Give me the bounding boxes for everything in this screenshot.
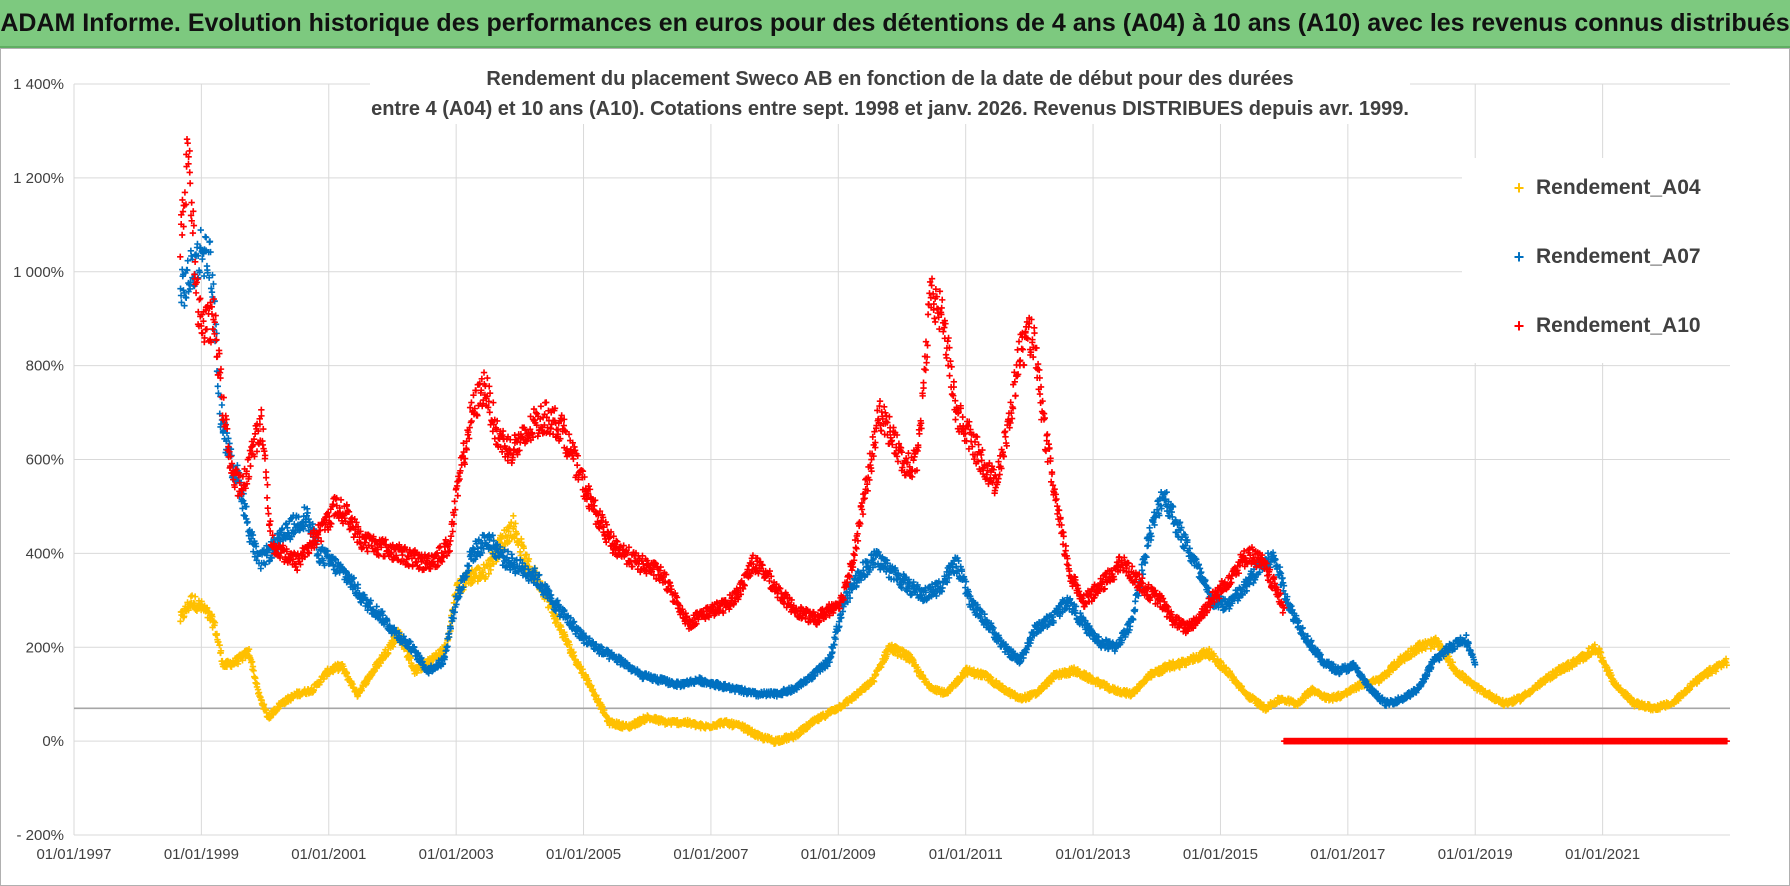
data-point-rendement_a07	[214, 383, 221, 390]
x-tick-label: 01/01/2019	[1438, 846, 1513, 863]
y-tick-label: 1 000%	[13, 264, 64, 281]
data-point-rendement_a04	[487, 566, 494, 574]
data-point-rendement_a04	[177, 618, 184, 625]
y-tick-label: 200%	[26, 639, 64, 656]
x-tick-label: 01/01/1997	[36, 846, 111, 863]
data-point-rendement_a04	[637, 720, 644, 727]
x-tick-label: 01/01/2009	[801, 846, 876, 863]
data-point-rendement_a04	[310, 687, 318, 694]
data-point-rendement_a04	[358, 687, 365, 694]
x-tick-label: 01/01/2015	[1183, 846, 1258, 863]
data-point-rendement_a04	[454, 579, 461, 587]
series-layer	[177, 135, 1731, 747]
data-point-rendement_a04	[384, 649, 392, 657]
x-tick-label: 01/01/2013	[1056, 846, 1131, 863]
data-point-rendement_a04	[213, 630, 221, 638]
data-point-rendement_a04	[406, 654, 414, 661]
y-tick-label: 0%	[42, 733, 64, 750]
data-point-rendement_a04	[600, 706, 608, 714]
data-point-rendement_a04	[523, 551, 530, 558]
data-point-rendement_a04	[343, 670, 351, 677]
data-point-rendement_a04	[188, 592, 196, 599]
data-point-rendement_a07	[241, 512, 249, 520]
axis-layer: 1 400% 1 200% 1 000% 800% 600% 400% 200% 0% - 20…	[13, 76, 1730, 863]
data-point-rendement_a07	[218, 401, 226, 409]
data-point-rendement_a04	[1148, 674, 1155, 681]
data-point-rendement_a07	[199, 255, 206, 263]
data-point-rendement_a04	[589, 686, 597, 693]
series-rendement_a04	[177, 512, 1730, 747]
x-tick-label: 01/01/2005	[546, 846, 621, 863]
data-point-rendement_a04	[485, 570, 492, 577]
data-point-rendement_a04	[525, 555, 533, 563]
data-point-rendement_a04	[217, 647, 225, 655]
data-point-rendement_a04	[510, 523, 518, 531]
y-tick-label: - 200%	[16, 827, 64, 844]
x-tick-label: 01/01/2011	[929, 846, 1003, 863]
data-point-rendement_a04	[253, 680, 261, 688]
data-point-rendement_a04	[482, 573, 489, 581]
data-point-rendement_a07	[197, 226, 204, 234]
data-point-rendement_a04	[371, 667, 379, 675]
data-point-rendement_a04	[554, 616, 561, 623]
data-point-rendement_a04	[211, 619, 219, 626]
data-point-rendement_a04	[593, 692, 600, 699]
data-point-rendement_a04	[191, 593, 199, 600]
data-point-rendement_a04	[870, 678, 878, 685]
series-rendement_a07	[177, 226, 1479, 709]
data-point-rendement_a04	[203, 604, 211, 612]
data-point-rendement_a04	[389, 643, 397, 650]
x-tick-label: 01/01/2001	[291, 846, 366, 863]
data-point-rendement_a04	[209, 613, 216, 620]
y-tick-label: 400%	[26, 545, 64, 562]
data-point-rendement_a04	[999, 682, 1006, 690]
data-point-rendement_a04	[250, 667, 257, 674]
data-point-rendement_a04	[513, 530, 520, 537]
data-point-rendement_a04	[198, 598, 205, 605]
data-point-rendement_a04	[595, 695, 602, 703]
data-point-rendement_a04	[511, 535, 518, 542]
data-point-rendement_a04	[585, 677, 592, 685]
data-point-rendement_a07	[206, 238, 214, 245]
x-tick-label: 01/01/2007	[673, 846, 748, 863]
data-point-rendement_a04	[520, 544, 527, 552]
data-point-rendement_a04	[479, 569, 487, 576]
y-tick-label: 1 200%	[13, 170, 64, 187]
x-tick-label: 01/01/2003	[419, 846, 494, 863]
banner-title: ADAM Informe. Evolution historique des p…	[0, 8, 1790, 37]
data-point-rendement_a04	[215, 638, 222, 646]
data-point-rendement_a04	[512, 520, 519, 527]
data-point-rendement_a04	[508, 519, 515, 526]
data-point-rendement_a04	[248, 658, 256, 666]
data-point-rendement_a04	[474, 564, 482, 571]
data-point-rendement_a04	[216, 641, 223, 649]
data-point-rendement_a07	[1132, 598, 1139, 605]
data-point-rendement_a04	[245, 645, 253, 653]
report-banner: ADAM Informe. Evolution historique des p…	[0, 0, 1790, 48]
data-point-rendement_a04	[505, 528, 512, 535]
data-point-rendement_a04	[260, 701, 268, 708]
y-tick-label: 1 400%	[13, 76, 64, 93]
x-tick-label: 01/01/2017	[1310, 846, 1385, 863]
data-point-rendement_a04	[510, 512, 517, 519]
data-point-rendement_a04	[474, 578, 482, 585]
y-tick-label: 800%	[26, 358, 64, 375]
x-tick-label: 01/01/2021	[1565, 846, 1640, 863]
data-point-rendement_a04	[588, 687, 596, 694]
y-tick-label: 600%	[26, 452, 64, 469]
data-point-rendement_a07	[202, 234, 210, 241]
data-point-rendement_a04	[505, 538, 513, 545]
data-point-rendement_a04	[180, 613, 188, 620]
data-point-rendement_a07	[184, 257, 192, 264]
data-point-rendement_a04	[348, 679, 355, 687]
x-tick-label: 01/01/1999	[164, 846, 239, 863]
